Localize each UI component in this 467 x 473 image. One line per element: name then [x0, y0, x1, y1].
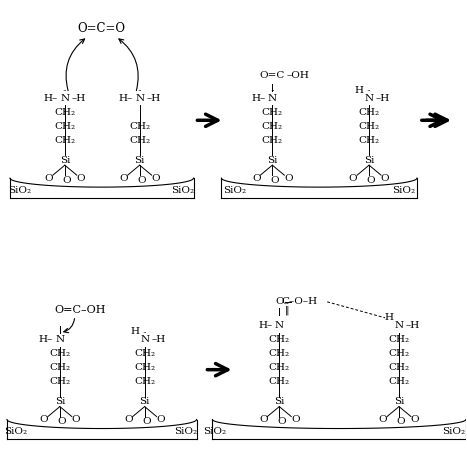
- Text: N: N: [275, 321, 284, 330]
- Text: C–O–H: C–O–H: [281, 298, 317, 307]
- Text: O: O: [151, 174, 160, 183]
- Text: Si: Si: [60, 156, 70, 165]
- Text: CH₂: CH₂: [129, 122, 150, 131]
- Text: –H: –H: [151, 335, 166, 344]
- Text: ‖: ‖: [285, 305, 290, 315]
- Text: CH₂: CH₂: [262, 122, 283, 131]
- Text: N: N: [55, 335, 64, 344]
- Text: Si: Si: [55, 397, 65, 406]
- Text: –H: –H: [71, 94, 86, 103]
- Text: O=C–OH: O=C–OH: [54, 305, 106, 315]
- Text: CH₂: CH₂: [389, 377, 410, 386]
- Text: O=C: O=C: [260, 71, 285, 80]
- Text: H: H: [384, 313, 394, 322]
- Text: O: O: [142, 417, 151, 426]
- Text: O: O: [124, 415, 133, 424]
- Text: H: H: [130, 327, 139, 336]
- Text: Si: Si: [267, 156, 277, 165]
- Text: N: N: [60, 94, 70, 103]
- Text: CH₂: CH₂: [50, 349, 71, 358]
- Text: CH₂: CH₂: [269, 335, 290, 344]
- Text: O: O: [396, 417, 405, 426]
- Text: Si: Si: [394, 397, 404, 406]
- Text: ··: ··: [270, 88, 275, 96]
- Text: ··: ··: [367, 88, 371, 96]
- Text: SiO₂: SiO₂: [442, 427, 466, 436]
- Text: O: O: [57, 417, 66, 426]
- Text: –OH: –OH: [286, 71, 309, 80]
- Text: CH₂: CH₂: [54, 122, 75, 131]
- Text: O: O: [137, 175, 146, 184]
- Text: SiO₂: SiO₂: [203, 427, 226, 436]
- Text: N: N: [365, 94, 374, 103]
- Text: ··: ··: [137, 88, 142, 96]
- Text: ··: ··: [142, 329, 147, 337]
- Text: CH₂: CH₂: [389, 363, 410, 372]
- Text: CH₂: CH₂: [54, 108, 75, 117]
- Text: CH₂: CH₂: [269, 349, 290, 358]
- Text: O: O: [156, 415, 165, 424]
- Text: O: O: [277, 417, 286, 426]
- Text: Si: Si: [134, 156, 145, 165]
- Text: O: O: [379, 415, 387, 424]
- Text: CH₂: CH₂: [134, 377, 155, 386]
- Text: N: N: [395, 321, 403, 330]
- Text: CH₂: CH₂: [359, 136, 380, 145]
- Text: SiO₂: SiO₂: [8, 185, 31, 194]
- Text: SiO₂: SiO₂: [4, 427, 28, 436]
- Text: CH₂: CH₂: [50, 363, 71, 372]
- Text: O: O: [252, 174, 261, 183]
- Text: O: O: [284, 174, 293, 183]
- Text: H–: H–: [258, 321, 272, 330]
- Text: CH₂: CH₂: [54, 136, 75, 145]
- Text: CH₂: CH₂: [269, 363, 290, 372]
- Text: –H: –H: [147, 94, 161, 103]
- Text: O: O: [71, 415, 80, 424]
- Text: SiO₂: SiO₂: [171, 185, 194, 194]
- Text: O: O: [40, 415, 48, 424]
- Text: H–: H–: [119, 94, 133, 103]
- Text: N: N: [140, 335, 149, 344]
- Text: CH₂: CH₂: [134, 349, 155, 358]
- Text: CH₂: CH₂: [359, 122, 380, 131]
- Text: ··: ··: [63, 88, 67, 96]
- Text: SiO₂: SiO₂: [223, 185, 246, 194]
- Text: –H: –H: [376, 94, 390, 103]
- Text: CH₂: CH₂: [269, 377, 290, 386]
- Text: O: O: [275, 298, 283, 307]
- Text: O: O: [367, 175, 375, 184]
- Text: O=C=O: O=C=O: [78, 22, 126, 35]
- Text: O: O: [410, 415, 419, 424]
- Text: –H: –H: [406, 321, 420, 330]
- Text: H–: H–: [44, 94, 58, 103]
- Text: O: O: [77, 174, 85, 183]
- Text: CH₂: CH₂: [134, 363, 155, 372]
- Text: O: O: [120, 174, 128, 183]
- Text: O: O: [270, 175, 279, 184]
- Text: O: O: [381, 174, 389, 183]
- Text: CH₂: CH₂: [389, 335, 410, 344]
- Text: O: O: [63, 175, 71, 184]
- Text: Si: Si: [274, 397, 284, 406]
- Text: Si: Si: [140, 397, 150, 406]
- Text: N: N: [135, 94, 144, 103]
- Text: CH₂: CH₂: [50, 377, 71, 386]
- Text: CH₂: CH₂: [262, 136, 283, 145]
- Text: Si: Si: [364, 156, 374, 165]
- Text: N: N: [268, 94, 277, 103]
- Text: H: H: [354, 86, 364, 95]
- Text: SiO₂: SiO₂: [392, 185, 416, 194]
- Text: CH₂: CH₂: [389, 349, 410, 358]
- Text: O: O: [44, 174, 53, 183]
- Text: H–: H–: [251, 94, 265, 103]
- Text: O: O: [259, 415, 268, 424]
- Text: H–: H–: [39, 335, 53, 344]
- Text: CH₂: CH₂: [359, 108, 380, 117]
- Text: O: O: [291, 415, 299, 424]
- Text: CH₂: CH₂: [129, 136, 150, 145]
- Text: O: O: [349, 174, 357, 183]
- Text: SiO₂: SiO₂: [174, 427, 197, 436]
- Text: CH₂: CH₂: [262, 108, 283, 117]
